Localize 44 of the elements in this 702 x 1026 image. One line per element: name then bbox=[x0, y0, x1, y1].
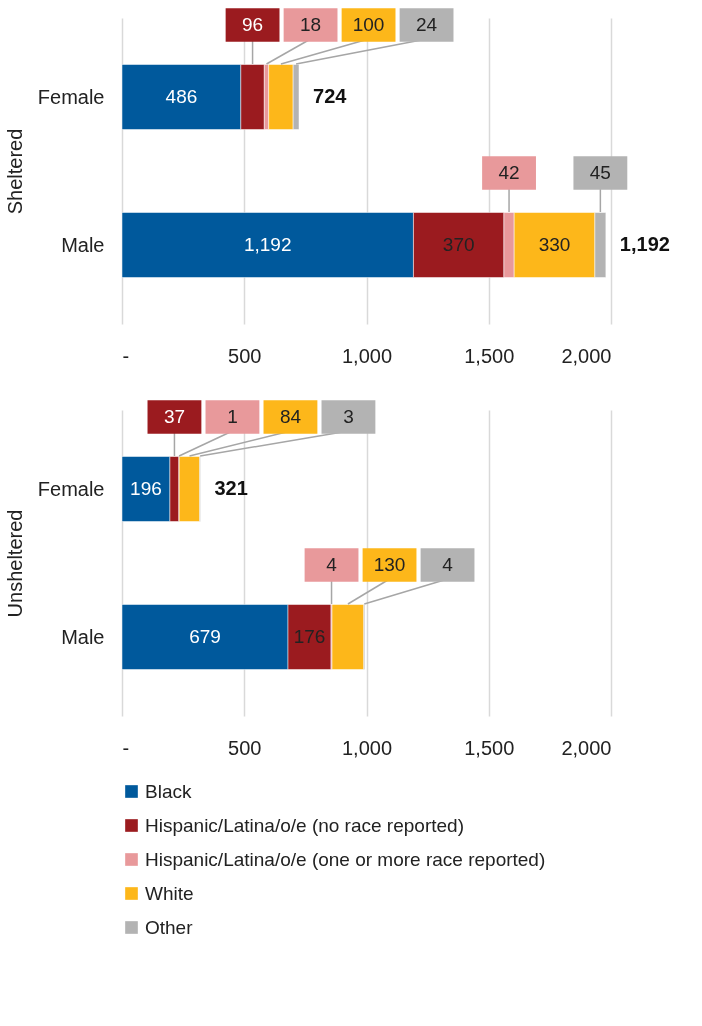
data-label: 1 bbox=[227, 406, 238, 427]
y-axis-title: Sheltered bbox=[3, 128, 26, 215]
data-label: 84 bbox=[279, 406, 302, 427]
legend-label: Hispanic/Latina/o/e (no race reported) bbox=[145, 814, 464, 836]
y-tick-label: Male bbox=[61, 233, 105, 256]
y-tick-label: Female bbox=[37, 477, 105, 500]
data-label: 42 bbox=[498, 162, 520, 183]
data-label: 4 bbox=[442, 554, 454, 575]
x-tick-label: 500 bbox=[228, 736, 262, 759]
x-tick-label: 2,000 bbox=[561, 344, 612, 367]
x-tick-label: 2,000 bbox=[561, 736, 612, 759]
x-tick-label: - bbox=[122, 344, 130, 367]
data-label: 679 bbox=[189, 626, 221, 647]
legend-label: Hispanic/Latina/o/e (one or more race reported) bbox=[145, 848, 546, 870]
x-tick-label: 1,500 bbox=[464, 736, 515, 759]
x-tick-label: - bbox=[122, 736, 130, 759]
x-tick-label: 1,500 bbox=[464, 344, 515, 367]
data-label: 330 bbox=[538, 234, 571, 255]
data-label: 18 bbox=[299, 14, 322, 35]
data-label: 486 bbox=[165, 86, 198, 107]
annotation: 1,192 bbox=[619, 233, 670, 255]
data-label: 1,192 bbox=[243, 234, 292, 255]
x-tick-label: 500 bbox=[228, 344, 262, 367]
y-tick-label: Male bbox=[61, 625, 105, 648]
total-label: 321 bbox=[214, 477, 248, 499]
data-label: 4 bbox=[326, 554, 338, 575]
data-label: 45 bbox=[589, 162, 611, 183]
y-tick-label: Female bbox=[37, 85, 105, 108]
y-axis-title: Unsheltered bbox=[3, 509, 26, 618]
data-label: 100 bbox=[352, 14, 385, 35]
legend-label: Other bbox=[145, 916, 194, 938]
data-label: 196 bbox=[130, 478, 162, 499]
legend-label: Black bbox=[145, 780, 192, 802]
x-tick-label: 1,000 bbox=[341, 344, 393, 367]
data-label: 370 bbox=[442, 234, 475, 255]
data-label: 130 bbox=[373, 554, 406, 575]
data-label: 24 bbox=[415, 14, 438, 35]
total-label: 724 bbox=[313, 85, 348, 107]
x-tick-label: 1,000 bbox=[341, 736, 393, 759]
data-label: 3 bbox=[343, 406, 354, 427]
data-label: 96 bbox=[241, 14, 264, 35]
data-label: 176 bbox=[293, 626, 326, 647]
data-label: 37 bbox=[163, 406, 186, 427]
legend-label: White bbox=[145, 882, 194, 904]
